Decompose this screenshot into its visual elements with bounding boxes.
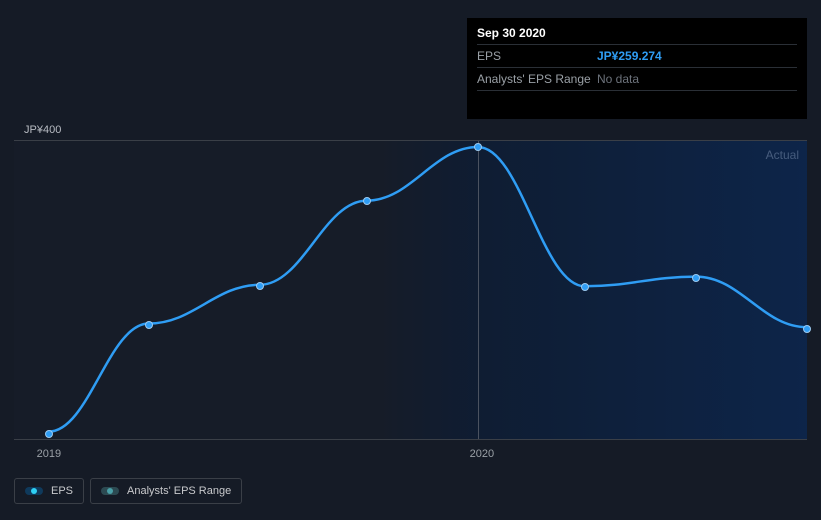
y-axis-label-top: JP¥400: [24, 124, 61, 136]
tooltip-row: EPSJP¥259.274: [477, 45, 797, 68]
data-point-marker[interactable]: [581, 283, 589, 291]
tooltip-row-label: EPS: [477, 49, 597, 63]
eps-line-path: [14, 141, 807, 439]
chart-tooltip: Sep 30 2020 EPSJP¥259.274Analysts' EPS R…: [467, 18, 807, 119]
legend-swatch-icon: [101, 487, 119, 495]
data-point-marker[interactable]: [256, 282, 264, 290]
legend-label: EPS: [51, 485, 73, 497]
x-axis: 2019 2020: [14, 448, 807, 464]
tooltip-row-value: JP¥259.274: [597, 49, 662, 63]
legend-item[interactable]: EPS: [14, 478, 84, 504]
chart-legend: EPS Analysts' EPS Range: [14, 478, 242, 504]
data-point-marker[interactable]: [692, 274, 700, 282]
data-point-marker[interactable]: [803, 325, 811, 333]
legend-label: Analysts' EPS Range: [127, 485, 231, 497]
data-point-marker[interactable]: [45, 430, 53, 438]
legend-swatch-icon: [25, 487, 43, 495]
x-axis-tick: 2019: [37, 448, 61, 460]
hover-vertical-line: [478, 141, 479, 439]
eps-chart-widget: { "tooltip": { "date": "Sep 30 2020", "r…: [0, 0, 821, 520]
data-point-marker[interactable]: [474, 143, 482, 151]
tooltip-row-label: Analysts' EPS Range: [477, 72, 597, 86]
chart-plot-area[interactable]: [14, 140, 807, 440]
data-point-marker[interactable]: [145, 321, 153, 329]
tooltip-row-value: No data: [597, 72, 639, 86]
data-point-marker[interactable]: [363, 197, 371, 205]
tooltip-date: Sep 30 2020: [477, 26, 797, 45]
legend-item[interactable]: Analysts' EPS Range: [90, 478, 242, 504]
tooltip-row: Analysts' EPS RangeNo data: [477, 68, 797, 91]
x-axis-tick: 2020: [470, 448, 494, 460]
